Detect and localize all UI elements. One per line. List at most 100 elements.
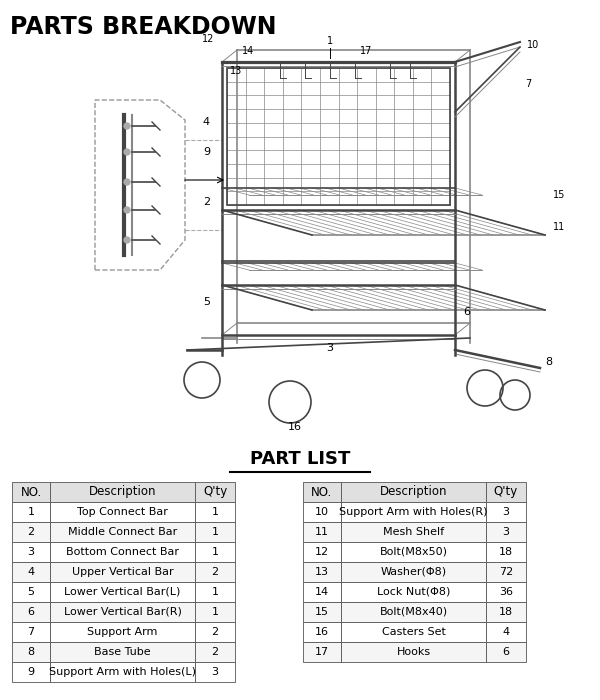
Circle shape <box>124 237 130 243</box>
Text: Support Arm with Holes(L): Support Arm with Holes(L) <box>49 667 196 677</box>
Text: 15: 15 <box>553 190 565 200</box>
Bar <box>341 642 486 662</box>
Bar <box>12 542 50 562</box>
Bar <box>486 642 526 662</box>
Bar <box>195 502 235 522</box>
Bar <box>12 522 50 542</box>
Bar <box>303 582 341 602</box>
Text: Upper Vertical Bar: Upper Vertical Bar <box>71 567 173 577</box>
Bar <box>50 602 195 622</box>
Text: Support Arm: Support Arm <box>88 627 158 637</box>
Text: 3: 3 <box>503 527 509 537</box>
Bar <box>12 502 50 522</box>
Text: Lock Nut(Φ8): Lock Nut(Φ8) <box>377 587 450 597</box>
Bar <box>12 602 50 622</box>
Text: PART LIST: PART LIST <box>250 450 350 468</box>
Bar <box>341 562 486 582</box>
Bar <box>341 602 486 622</box>
Text: 72: 72 <box>499 567 513 577</box>
Text: 1: 1 <box>28 507 35 517</box>
Text: 1: 1 <box>212 547 218 557</box>
Bar <box>50 502 195 522</box>
Bar <box>486 582 526 602</box>
Text: 6: 6 <box>503 647 509 657</box>
Bar <box>486 522 526 542</box>
Text: Middle Connect Bar: Middle Connect Bar <box>68 527 177 537</box>
Text: 4: 4 <box>203 117 210 127</box>
Bar <box>195 622 235 642</box>
Bar <box>195 522 235 542</box>
Bar <box>341 502 486 522</box>
Bar <box>50 522 195 542</box>
Text: Q'ty: Q'ty <box>494 486 518 498</box>
Text: Hooks: Hooks <box>397 647 431 657</box>
Text: 2: 2 <box>28 527 35 537</box>
Text: 5: 5 <box>28 587 35 597</box>
Text: 1: 1 <box>212 587 218 597</box>
Text: 9: 9 <box>203 147 210 157</box>
Bar <box>303 542 341 562</box>
Text: 6: 6 <box>28 607 35 617</box>
Text: Lower Vertical Bar(R): Lower Vertical Bar(R) <box>64 607 181 617</box>
Bar <box>195 642 235 662</box>
Bar <box>341 582 486 602</box>
Bar <box>195 482 235 502</box>
Text: PARTS BREAKDOWN: PARTS BREAKDOWN <box>10 15 277 39</box>
Text: 9: 9 <box>28 667 35 677</box>
Text: 12: 12 <box>202 34 214 44</box>
Bar <box>50 622 195 642</box>
Bar <box>303 562 341 582</box>
Text: 7: 7 <box>525 79 531 89</box>
Text: Top Connect Bar: Top Connect Bar <box>77 507 168 517</box>
Text: Bolt(M8x40): Bolt(M8x40) <box>379 607 448 617</box>
Bar <box>195 582 235 602</box>
Text: 3: 3 <box>212 667 218 677</box>
Bar <box>486 482 526 502</box>
Bar <box>12 562 50 582</box>
Bar <box>12 582 50 602</box>
Text: Description: Description <box>380 486 447 498</box>
Bar <box>486 602 526 622</box>
Bar <box>195 562 235 582</box>
Text: 4: 4 <box>28 567 35 577</box>
Bar <box>303 642 341 662</box>
Text: 3: 3 <box>28 547 35 557</box>
Text: 1: 1 <box>212 527 218 537</box>
Bar <box>50 542 195 562</box>
Bar <box>486 562 526 582</box>
Text: 7: 7 <box>28 627 35 637</box>
Bar <box>12 482 50 502</box>
Circle shape <box>124 149 130 155</box>
Text: 10: 10 <box>315 507 329 517</box>
Text: 3: 3 <box>503 507 509 517</box>
Bar <box>486 502 526 522</box>
Bar <box>50 642 195 662</box>
Bar <box>341 622 486 642</box>
Bar <box>50 582 195 602</box>
Text: Base Tube: Base Tube <box>94 647 151 657</box>
Circle shape <box>124 123 130 129</box>
Text: 2: 2 <box>211 627 218 637</box>
Bar <box>303 622 341 642</box>
Text: 16: 16 <box>315 627 329 637</box>
Bar <box>303 602 341 622</box>
Text: 15: 15 <box>315 607 329 617</box>
Bar <box>341 522 486 542</box>
Bar <box>50 562 195 582</box>
Bar <box>303 522 341 542</box>
Text: 1: 1 <box>212 507 218 517</box>
Text: NO.: NO. <box>311 486 332 498</box>
Bar <box>303 502 341 522</box>
Bar <box>50 482 195 502</box>
Text: 12: 12 <box>315 547 329 557</box>
Bar <box>12 642 50 662</box>
Text: Washer(Φ8): Washer(Φ8) <box>380 567 446 577</box>
Text: 18: 18 <box>499 607 513 617</box>
Bar <box>486 542 526 562</box>
Text: 13: 13 <box>315 567 329 577</box>
Bar <box>303 482 341 502</box>
Text: NO.: NO. <box>20 486 41 498</box>
Text: 17: 17 <box>315 647 329 657</box>
Text: 3: 3 <box>326 343 334 353</box>
Text: 18: 18 <box>499 547 513 557</box>
